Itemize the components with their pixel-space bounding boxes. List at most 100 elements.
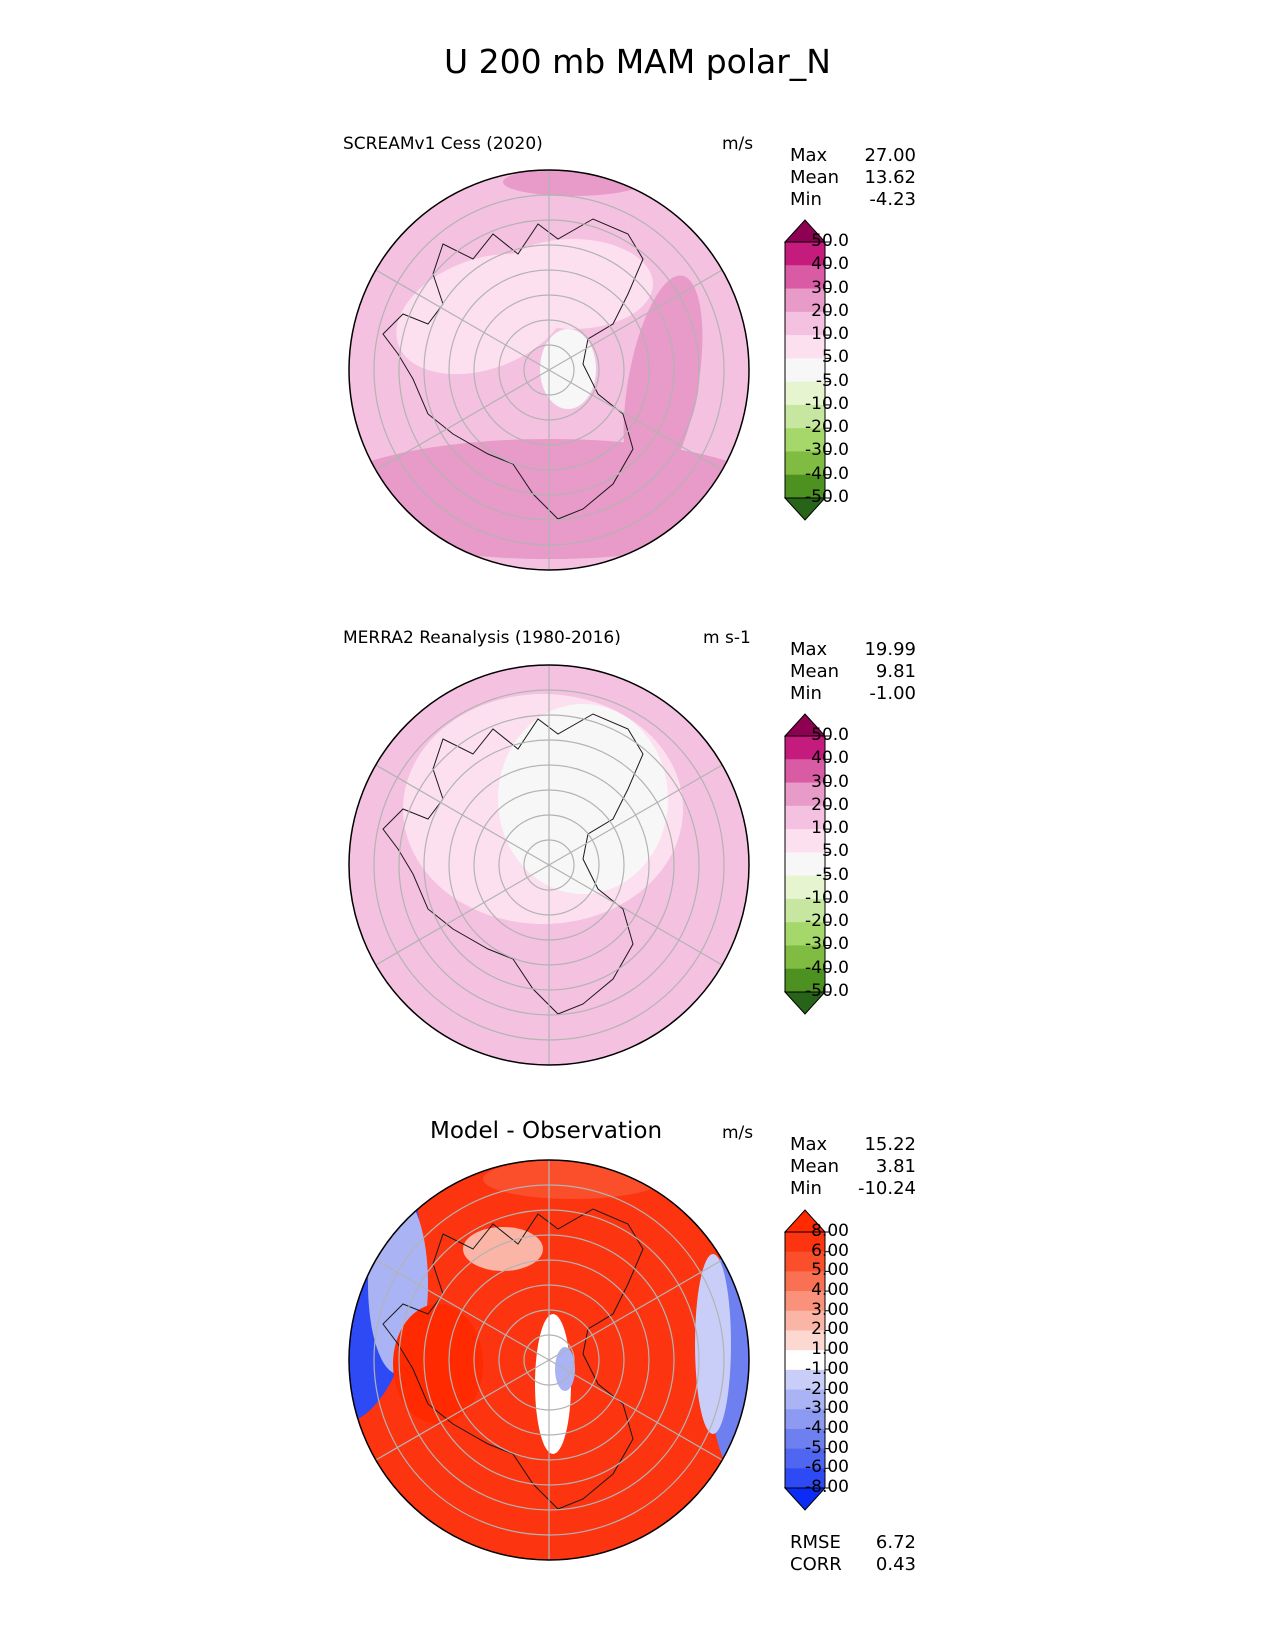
colorbar-segment: [785, 265, 825, 290]
map-frame: [348, 169, 750, 571]
colorbar-tick-label: -50.0: [805, 487, 849, 507]
negative-region: [695, 1254, 731, 1434]
colorbar-tick-label: -6.00: [805, 1457, 849, 1478]
panel-3-units: m/s: [722, 1123, 754, 1143]
colorbar-tick-label: 40.0: [811, 748, 849, 769]
panel-1-units: m/s: [722, 134, 754, 154]
panel-2-polar-map: [348, 664, 750, 1066]
colorbar-segment: [785, 428, 825, 452]
panel-2-colorbar: [783, 713, 830, 1015]
meridian-line: [375, 269, 550, 371]
colorbar-segment: [785, 782, 825, 807]
field-layer: [349, 170, 749, 570]
colorbar-segment: [785, 1350, 825, 1371]
colorbar-segment: [785, 1428, 825, 1450]
panel-1-mean-label: Mean: [790, 167, 840, 188]
colorbar-segment: [785, 759, 825, 784]
colorbar-segment: [785, 1369, 825, 1391]
positive-region: [463, 1227, 543, 1271]
panel-2-max-label: Max: [790, 639, 828, 660]
colorbar-segment: [785, 1232, 825, 1253]
panel-2-title: MERRA2 Reanalysis (1980-2016): [343, 628, 621, 648]
colorbar-tick-label: 10.0: [811, 818, 849, 839]
colorbar-tick-label: 5.00: [811, 1260, 849, 1281]
colorbar-segment: [785, 335, 825, 359]
colorbar-segment: [785, 945, 825, 970]
panel-1-max-label: Max: [790, 145, 828, 166]
colorbar-tick-label: -5.0: [815, 864, 849, 885]
panel-1-polar-map: [348, 169, 750, 571]
colorbar-segment: [785, 381, 825, 406]
panel-1-min-value: -4.23: [869, 189, 916, 210]
colorbar-tick-label: 20.0: [811, 794, 849, 815]
colorbar-segment: [785, 875, 825, 900]
colorbar-tick-label: 10.0: [811, 324, 849, 345]
colorbar-tick-label: 3.00: [811, 1299, 849, 1320]
colorbar-tick-label: -3.00: [805, 1398, 849, 1419]
colorbar-tick-label: -10.0: [805, 393, 849, 414]
colorbar-tick-label: 4.00: [811, 1280, 849, 1301]
panel-1-mean-value: 13.62: [864, 167, 916, 188]
meridian-line: [548, 1359, 723, 1461]
positive-region: [393, 1304, 483, 1424]
meridian-line: [375, 1359, 550, 1461]
rmse-label: RMSE: [790, 1532, 841, 1553]
meridian-line: [548, 1259, 723, 1361]
panel-3-mean-value: 3.81: [875, 1156, 916, 1177]
panel-3-polar-map: [348, 1159, 750, 1561]
corr-label: CORR: [790, 1554, 842, 1575]
colorbar-segment: [785, 1310, 825, 1331]
colorbar-segment: [785, 1271, 825, 1292]
colorbar-tick-label: 20.0: [811, 300, 849, 321]
panel-3-max-label: Max: [790, 1134, 828, 1155]
meridian-line: [375, 864, 550, 966]
rmse-value: 6.72: [875, 1532, 916, 1553]
panel-3-title: Model - Observation: [430, 1118, 663, 1144]
colorbar-segment: [785, 1448, 825, 1469]
colorbar-segment: [785, 242, 825, 266]
colorbar-frame: [784, 1231, 826, 1489]
colorbar-segment: [785, 404, 825, 429]
colorbar-tick-label: 30.0: [811, 771, 849, 792]
colorbar-tick-label: 2.00: [811, 1319, 849, 1340]
coastline: [382, 713, 644, 1015]
colorbar-tick-label: -20.0: [805, 417, 849, 438]
panel-2-min-label: Min: [790, 683, 822, 704]
colorbar-segment: [785, 1468, 825, 1489]
panel-3-colorbar: [783, 1209, 830, 1511]
colorbar-segment: [785, 288, 825, 313]
colorbar-frame: [784, 735, 826, 993]
colorbar-frame: [784, 241, 826, 499]
panel-2-max-value: 19.99: [864, 639, 916, 660]
panel-3-max-value: 15.22: [864, 1134, 916, 1155]
colorbar-segment: [785, 852, 825, 877]
colorbar-segment: [785, 451, 825, 476]
colorbar-tick-label: -30.0: [805, 934, 849, 955]
panel-1-title: SCREAMv1 Cess (2020): [343, 134, 543, 154]
colorbar-tick-label: 5.0: [821, 347, 849, 368]
meridian-line: [548, 369, 723, 471]
corr-value: 0.43: [875, 1554, 916, 1575]
field-layer: [349, 665, 749, 1065]
colorbar-segment: [785, 1291, 825, 1312]
colorbar-segment: [785, 805, 825, 830]
colorbar-segment: [785, 1409, 825, 1430]
meridian-line: [548, 864, 723, 966]
colorbar-tick-label: -50.0: [805, 981, 849, 1001]
coastline: [382, 218, 644, 520]
calm-region: [498, 704, 668, 894]
colorbar-segment: [785, 1389, 825, 1410]
colorbar-tick-label: -40.0: [805, 463, 849, 484]
weak-wind-region: [493, 239, 653, 329]
figure-title: U 200 mb MAM polar_N: [444, 42, 831, 81]
panel-1-max-value: 27.00: [864, 145, 916, 166]
positive-region: [483, 1160, 663, 1199]
panel-1-min-label: Min: [790, 189, 822, 210]
colorbar-tick-label: 8.00: [811, 1221, 849, 1241]
colorbar-tick-label: -30.0: [805, 440, 849, 461]
colorbar-tick-label: -10.0: [805, 887, 849, 908]
colorbar-segment: [785, 311, 825, 336]
colorbar-tick-label: 40.0: [811, 254, 849, 275]
colorbar-tick-label: -5.0: [815, 370, 849, 391]
colorbar-tick-label: -5.00: [805, 1437, 849, 1458]
